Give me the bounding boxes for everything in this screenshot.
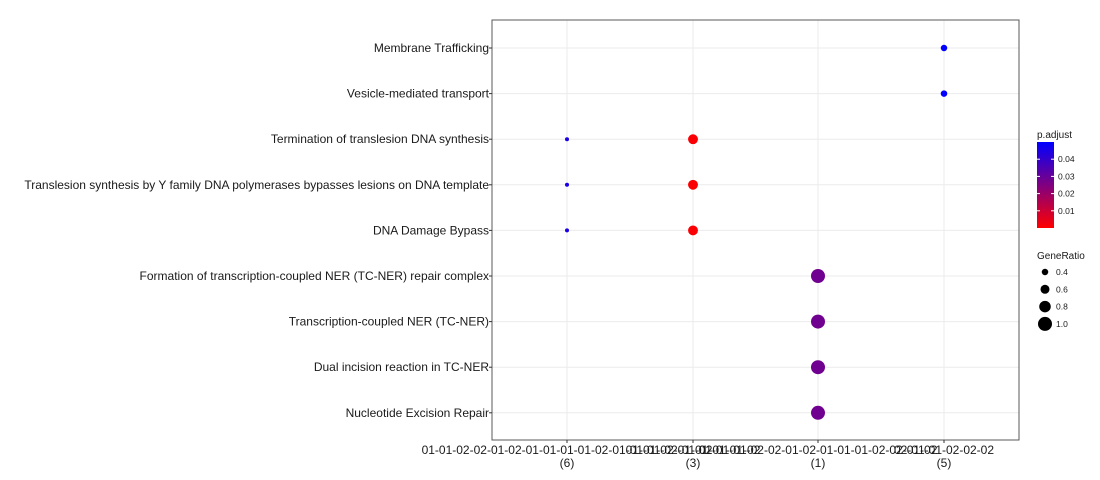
x-tick-label: 01-01-02-01-01-01-01-02 [626, 443, 761, 457]
x-tick-label: 02-01-01-02-02-02 [894, 443, 994, 457]
color-legend-label: 0.03 [1058, 171, 1075, 181]
data-point [811, 314, 825, 329]
x-tick-label: (1) [811, 456, 826, 470]
y-tick-label: Membrane Trafficking [374, 41, 489, 55]
y-tick-label: Vesicle-mediated transport [347, 87, 490, 101]
size-legend-key [1038, 316, 1052, 331]
size-legend-key [1039, 300, 1051, 313]
data-point [940, 44, 948, 52]
x-tick-label: (5) [937, 456, 952, 470]
y-tick-label: DNA Damage Bypass [373, 223, 489, 237]
y-tick-label: Dual incision reaction in TC-NER [314, 360, 490, 374]
data-point [811, 360, 825, 375]
x-tick-label: (6) [560, 456, 575, 470]
x-tick-label: 01-01-01-02-02-01-02-01-01-01-02-02-01-0… [699, 443, 938, 457]
size-legend-label: 0.8 [1056, 302, 1068, 312]
color-legend-label: 0.02 [1058, 189, 1075, 199]
size-legend-label: 1.0 [1056, 319, 1068, 329]
data-point [565, 182, 569, 187]
data-point [565, 137, 569, 142]
x-tick-label: 01-01-02-02-01-02-01-01-01-01-02-01-01-0… [422, 443, 713, 457]
size-legend-key [1041, 268, 1049, 276]
size-legend-label: 0.4 [1056, 267, 1068, 277]
size-legend-title: GeneRatio [1037, 251, 1085, 262]
data-point [688, 179, 698, 190]
data-point [811, 405, 825, 420]
size-legend-key [1040, 284, 1050, 294]
y-tick-label: Termination of translesion DNA synthesis [271, 132, 489, 146]
y-tick-label: Nucleotide Excision Repair [346, 406, 489, 420]
color-legend-label: 0.01 [1058, 206, 1075, 216]
data-point [811, 269, 825, 283]
color-legend-title: p.adjust [1037, 130, 1072, 141]
data-point [565, 228, 569, 233]
data-point [688, 225, 698, 236]
color-legend-bar [1037, 142, 1054, 228]
x-tick-label: (3) [686, 456, 701, 470]
y-tick-label: Formation of transcription-coupled NER (… [140, 269, 489, 283]
data-point [688, 134, 698, 145]
y-tick-label: Translesion synthesis by Y family DNA po… [24, 178, 489, 192]
data-point [940, 90, 948, 97]
y-tick-label: Transcription-coupled NER (TC-NER) [289, 315, 489, 329]
size-legend-label: 0.6 [1056, 284, 1068, 294]
color-legend-label: 0.04 [1058, 154, 1075, 164]
